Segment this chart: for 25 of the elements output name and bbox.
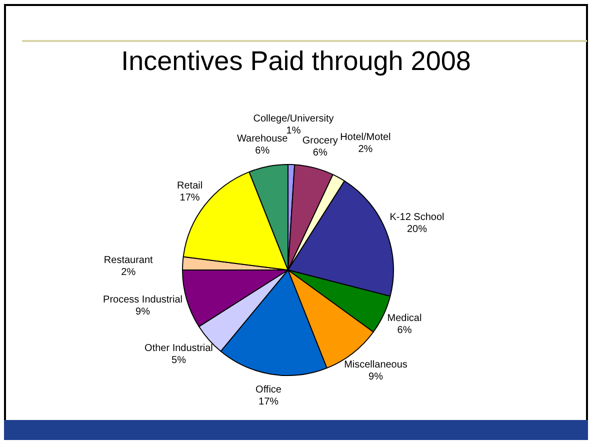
slice-label: Restaurant (104, 255, 154, 266)
slice-label: College/University (253, 113, 334, 124)
slice-label: Hotel/Motel (340, 132, 391, 143)
data-label: 17% (258, 396, 279, 408)
data-label: 6% (397, 325, 412, 336)
data-label: 6% (255, 146, 270, 157)
data-label: 20% (406, 224, 428, 235)
chart-title: Incentives Paid through 2008 (120, 46, 472, 77)
slice-label: Process Industrial (103, 294, 183, 306)
data-label: 17% (180, 192, 200, 204)
slice-label: Grocery (302, 135, 338, 146)
data-label: 9% (368, 371, 384, 382)
slice-label: Miscellaneous (344, 359, 408, 370)
slice-label: Office (256, 384, 282, 396)
slice-label: Medical (387, 313, 422, 324)
data-label: 5% (171, 355, 186, 366)
slice-label: Warehouse (236, 134, 288, 145)
data-label: 1% (286, 125, 301, 136)
data-label: 9% (136, 306, 150, 318)
data-label: 2% (358, 144, 373, 155)
slice-label: K-12 School (390, 212, 444, 223)
slice-label: Other Industrial (144, 343, 213, 354)
data-label: 6% (312, 147, 328, 158)
slice-label: Retail (177, 180, 203, 192)
data-label: 2% (121, 267, 136, 278)
